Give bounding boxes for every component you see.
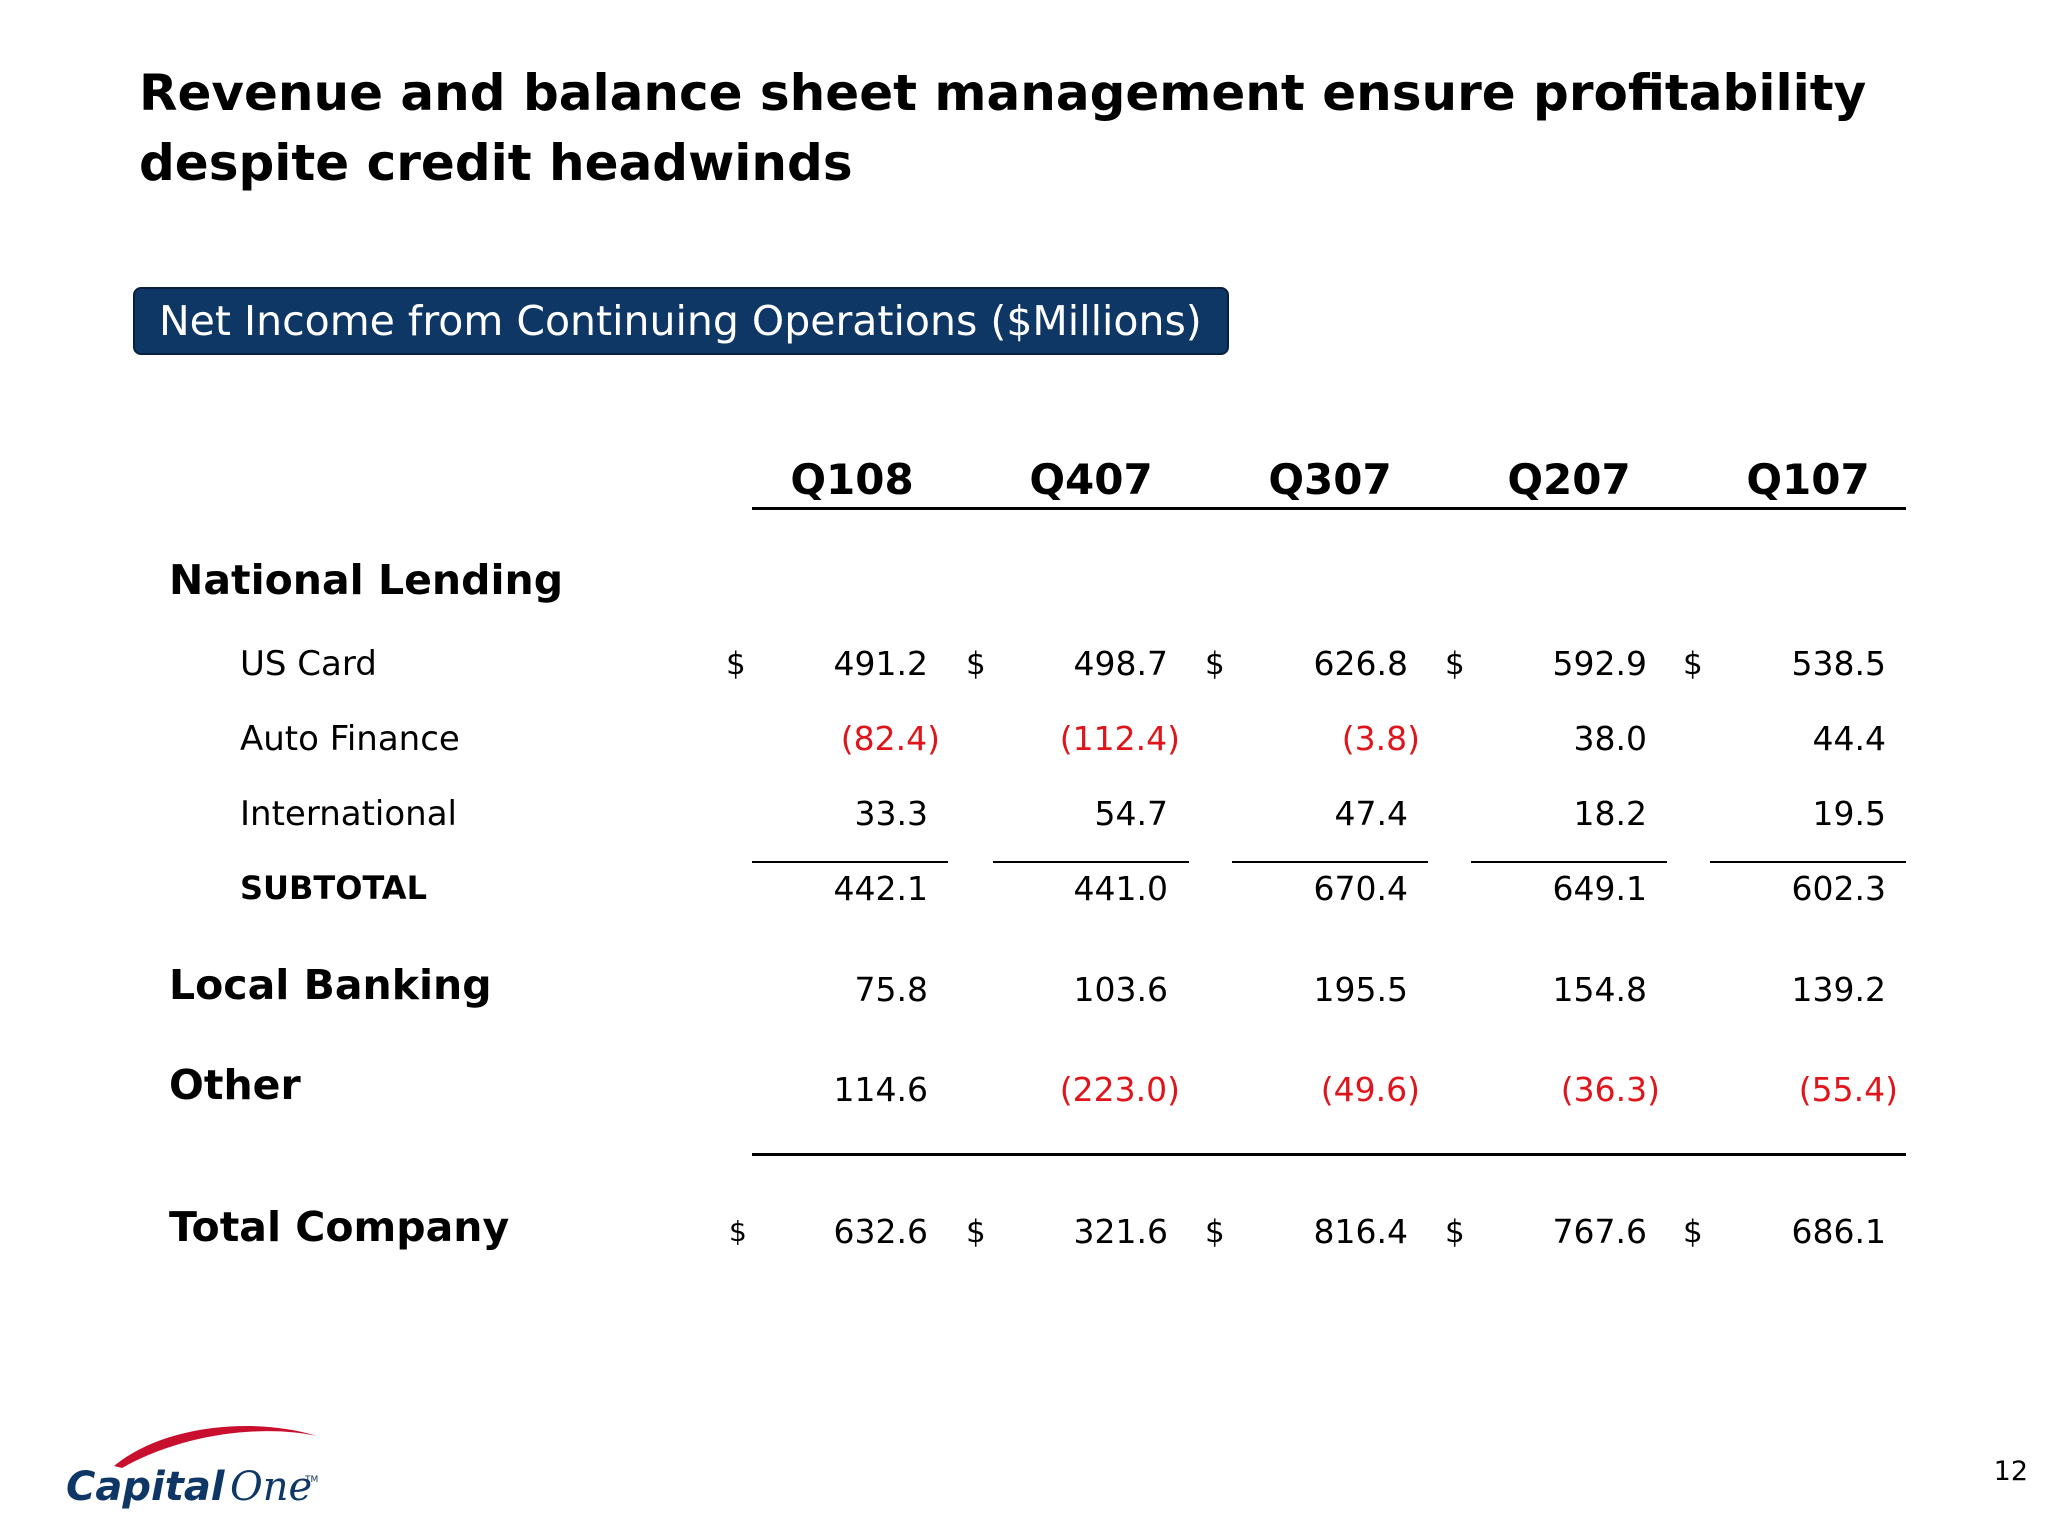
table-cell: 767.6 xyxy=(1552,1212,1647,1251)
currency-symbol: $ xyxy=(1445,646,1465,682)
table-cell: 592.9 xyxy=(1552,644,1647,683)
header-underline xyxy=(752,507,1906,510)
row-label-international: International xyxy=(240,794,457,834)
group-label-local-banking: Local Banking xyxy=(169,961,492,1009)
table-cell: 649.1 xyxy=(1552,869,1647,908)
table-cell: 670.4 xyxy=(1313,869,1408,908)
table-cell: 114.6 xyxy=(833,1070,928,1109)
row-label-auto-finance: Auto Finance xyxy=(240,719,460,759)
table-cell: 44.4 xyxy=(1812,719,1886,758)
section-label-box: Net Income from Continuing Operations ($… xyxy=(133,287,1229,355)
table-cell: 38.0 xyxy=(1573,719,1647,758)
table-cell: 19.5 xyxy=(1812,794,1886,833)
group-label-national-lending: National Lending xyxy=(169,556,564,604)
column-header-q108: Q108 xyxy=(790,455,914,504)
currency-symbol: $ xyxy=(1683,1214,1703,1250)
table-cell: (49.6) xyxy=(1320,1070,1420,1109)
table-cell: 154.8 xyxy=(1552,970,1647,1009)
table-cell: 626.8 xyxy=(1313,644,1408,683)
table-cell: 75.8 xyxy=(854,970,928,1009)
table-cell: 195.5 xyxy=(1313,970,1408,1009)
table-cell: 441.0 xyxy=(1073,869,1168,908)
table-cell: 686.1 xyxy=(1791,1212,1886,1251)
table-cell: (36.3) xyxy=(1560,1070,1660,1109)
row-label-subtotal: SUBTOTAL xyxy=(240,869,427,907)
subtotal-divider xyxy=(1710,861,1906,863)
slide-title: Revenue and balance sheet management ens… xyxy=(139,58,1939,198)
subtotal-divider xyxy=(1471,861,1667,863)
group-label-other: Other xyxy=(169,1061,301,1109)
logo-text-one: One xyxy=(230,1464,312,1510)
currency-symbol: $ xyxy=(1683,646,1703,682)
capital-one-logo: Capital One TM xyxy=(66,1426,318,1510)
table-cell: 321.6 xyxy=(1073,1212,1168,1251)
slide-title-line-2: despite credit headwinds xyxy=(139,134,853,192)
table-cell: 538.5 xyxy=(1791,644,1886,683)
currency-symbol: $ xyxy=(1445,1214,1465,1250)
table-cell: 491.2 xyxy=(833,644,928,683)
currency-symbol: $ xyxy=(1205,1214,1225,1250)
subtotal-divider xyxy=(1232,861,1428,863)
logo-text-capital: Capital xyxy=(66,1464,226,1510)
logo-swoosh xyxy=(114,1426,317,1468)
currency-symbol: $ xyxy=(729,1215,747,1248)
table-cell: 33.3 xyxy=(854,794,928,833)
table-cell: (223.0) xyxy=(1059,1070,1180,1109)
currency-symbol: $ xyxy=(966,1214,986,1250)
table-cell: 103.6 xyxy=(1073,970,1168,1009)
currency-symbol: $ xyxy=(966,646,986,682)
group-label-total-company: Total Company xyxy=(169,1203,510,1251)
column-header-q107: Q107 xyxy=(1746,455,1870,504)
table-cell: 498.7 xyxy=(1073,644,1168,683)
table-cell: 139.2 xyxy=(1791,970,1886,1009)
table-cell: 18.2 xyxy=(1573,794,1647,833)
row-label-us-card: US Card xyxy=(240,644,377,684)
table-cell: (55.4) xyxy=(1798,1070,1898,1109)
subtotal-divider xyxy=(993,861,1189,863)
logo-trademark: TM xyxy=(304,1475,318,1485)
table-cell: 54.7 xyxy=(1094,794,1168,833)
column-header-q407: Q407 xyxy=(1029,455,1153,504)
column-header-q207: Q207 xyxy=(1507,455,1631,504)
table-cell: (112.4) xyxy=(1059,719,1180,758)
table-cell: 442.1 xyxy=(833,869,928,908)
currency-symbol: $ xyxy=(726,646,746,682)
table-cell: 632.6 xyxy=(833,1212,928,1251)
page-number: 12 xyxy=(1993,1456,2028,1487)
slide-title-line-1: Revenue and balance sheet management ens… xyxy=(139,64,1867,122)
table-cell: 602.3 xyxy=(1791,869,1886,908)
currency-symbol: $ xyxy=(1205,646,1225,682)
table-cell: 47.4 xyxy=(1334,794,1408,833)
total-divider xyxy=(752,1153,1906,1156)
table-cell: 816.4 xyxy=(1313,1212,1408,1251)
column-header-q307: Q307 xyxy=(1268,455,1392,504)
subtotal-divider xyxy=(752,861,948,863)
table-cell: (82.4) xyxy=(840,719,940,758)
table-cell: (3.8) xyxy=(1341,719,1420,758)
